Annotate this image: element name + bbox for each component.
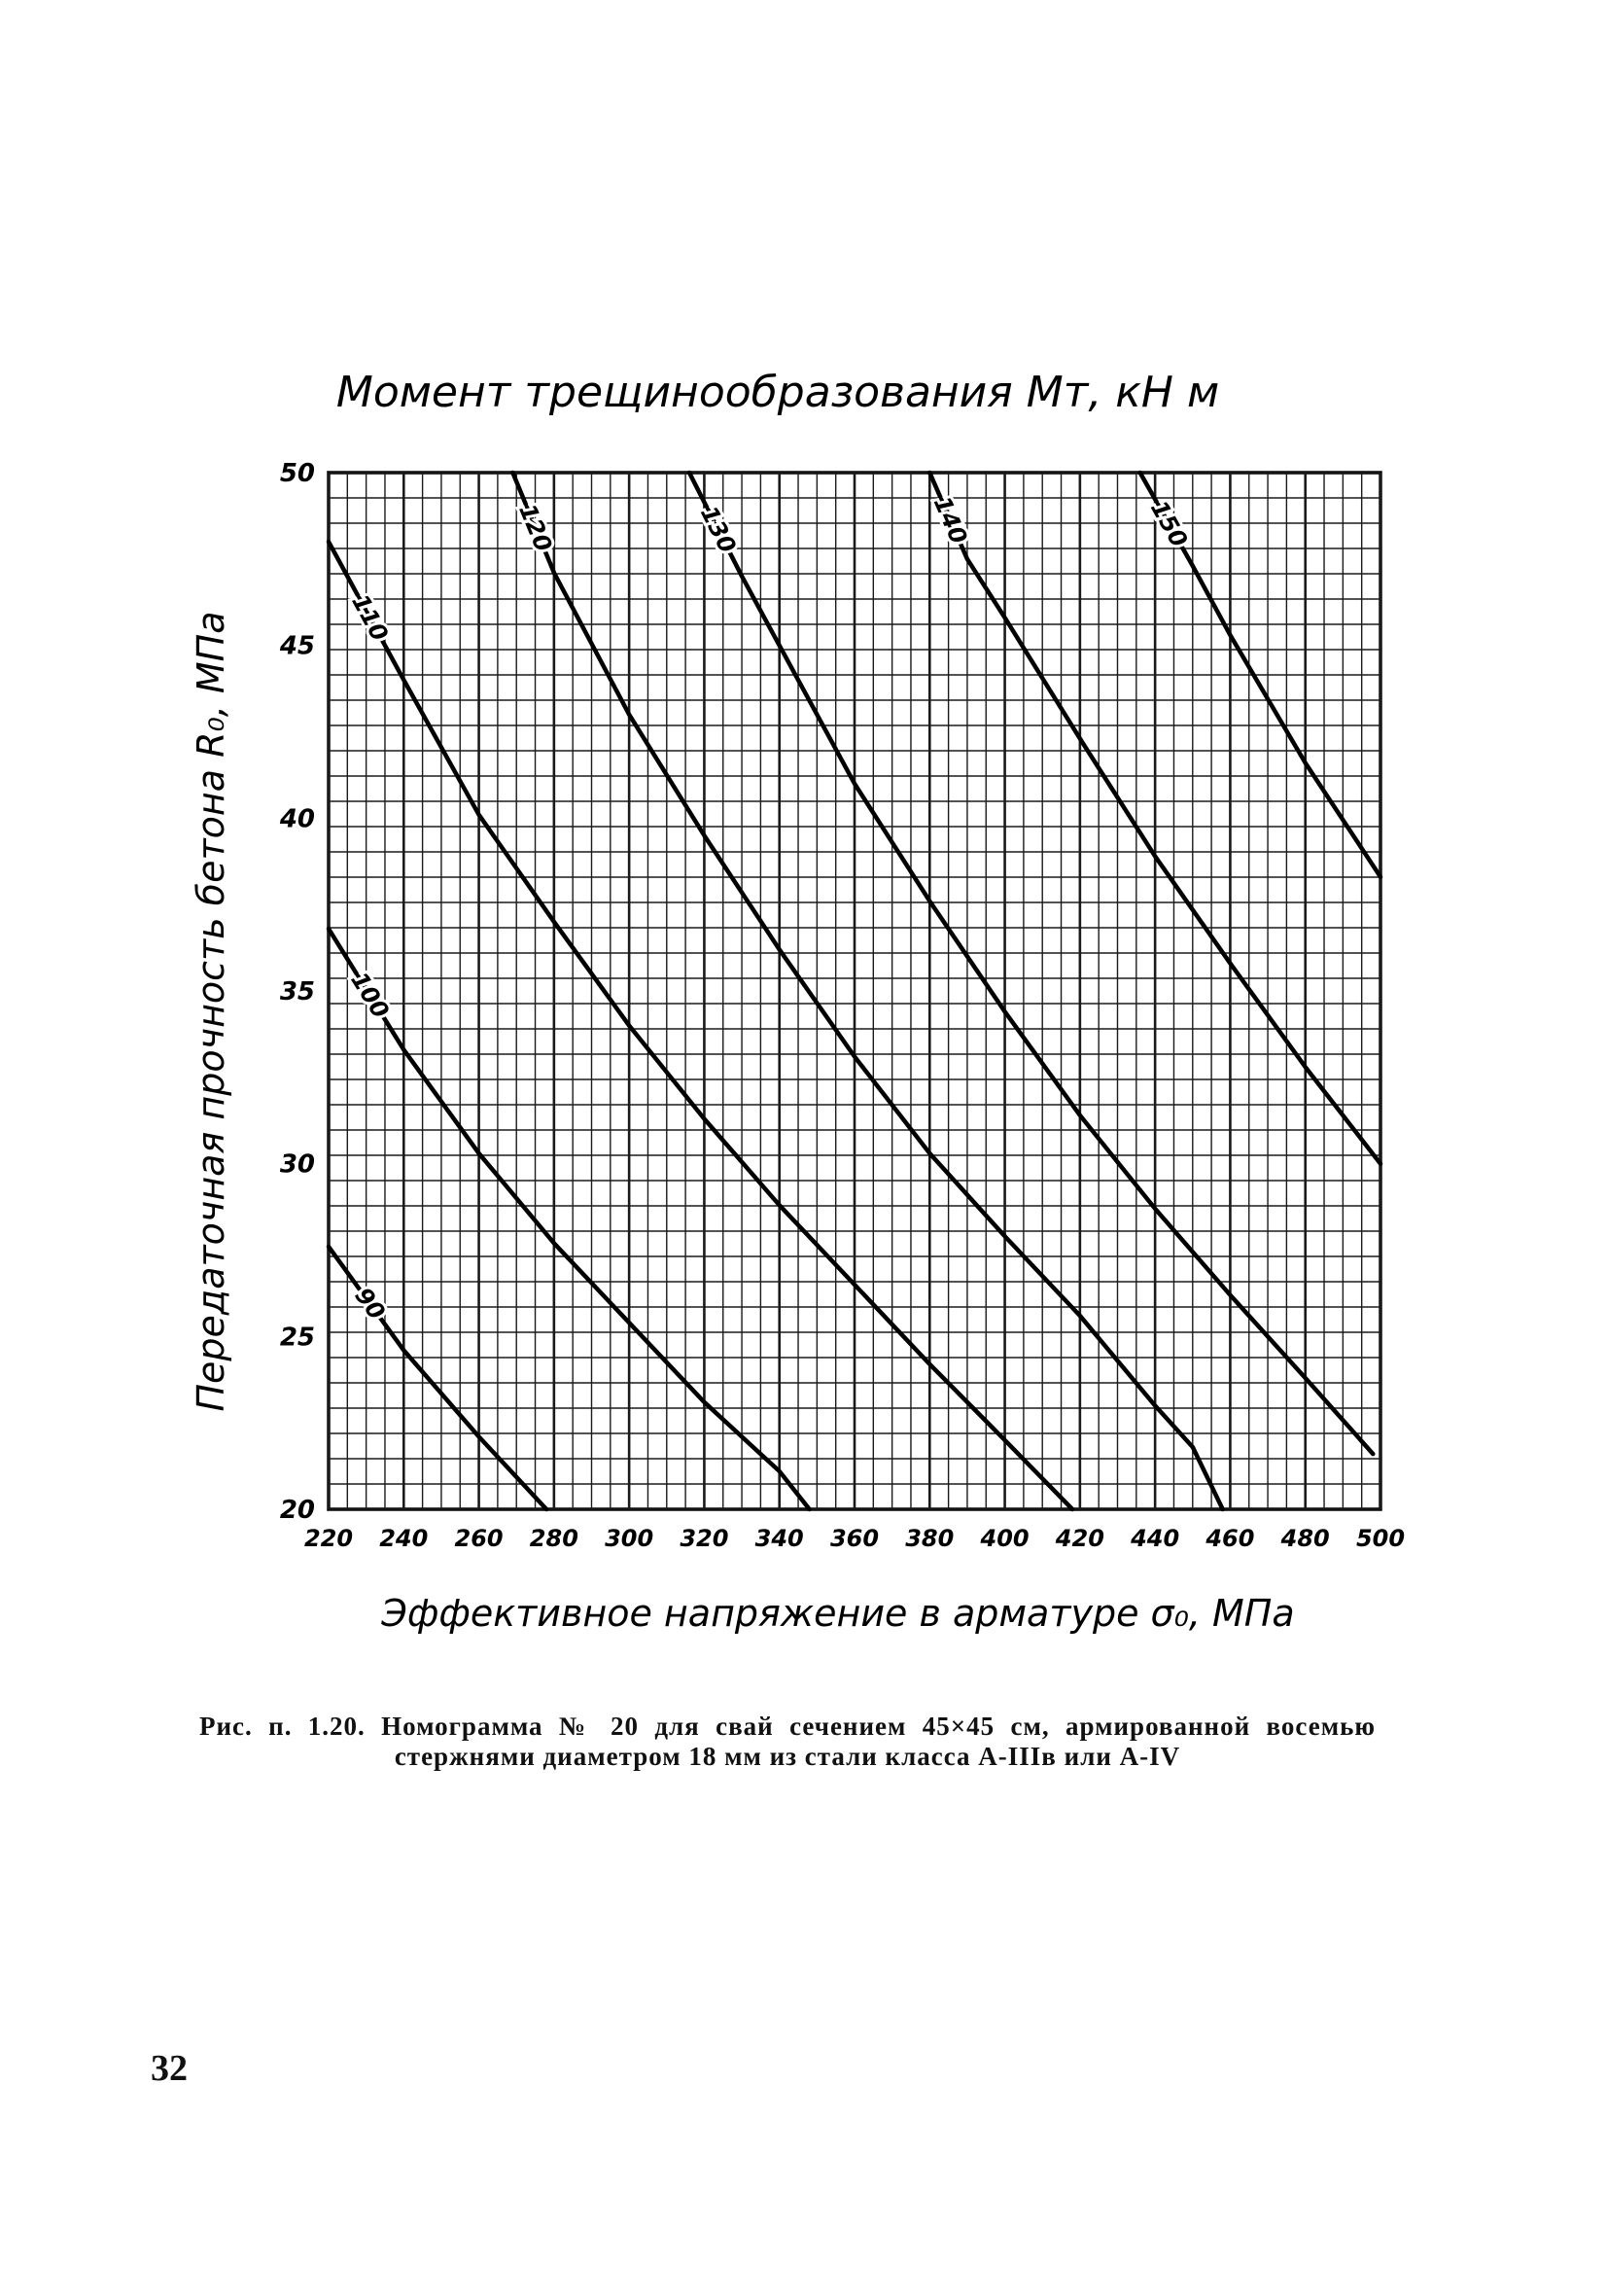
y-tick-label: 20 — [280, 1496, 315, 1525]
series-label-120: 120 — [513, 500, 557, 555]
grid — [327, 472, 1382, 1510]
x-axis-label: Эффективное напряжение в арматуре σ₀, МП… — [380, 1592, 1294, 1635]
y-tick-label: 50 — [280, 459, 315, 488]
page-number: 32 — [151, 2048, 188, 2089]
y-tick-label: 45 — [279, 632, 315, 661]
x-tick-label: 260 — [455, 1525, 504, 1552]
series-line-110 — [326, 539, 1075, 1512]
y-tick-label: 40 — [279, 804, 315, 833]
series-label-130: 130 — [695, 502, 742, 557]
series-label-140: 140 — [928, 492, 973, 548]
x-tick-label: 300 — [605, 1525, 653, 1552]
y-tick-label: 35 — [280, 977, 315, 1007]
x-tick-label: 420 — [1055, 1525, 1104, 1552]
y-axis-label: Передаточная прочность бетона R₀, МПа — [190, 611, 232, 1411]
series-line-140 — [927, 470, 1383, 1166]
x-tick-label: 440 — [1130, 1525, 1179, 1552]
series-line-90 — [326, 1244, 549, 1512]
series-line-120 — [510, 470, 1225, 1512]
x-tick-label: 500 — [1356, 1525, 1405, 1552]
x-tick-label: 380 — [905, 1525, 954, 1552]
x-tick-label: 320 — [680, 1525, 728, 1552]
figure-caption: Рис. п. 1.20. Номограмма № 20 для свай с… — [199, 1712, 1376, 1771]
series-line-150 — [1137, 470, 1383, 879]
series-label-100: 100 — [345, 968, 394, 1023]
y-tick-label: 25 — [280, 1323, 315, 1352]
series-line-100 — [326, 926, 812, 1512]
chart-title: Момент трещинообразования Мт, кН м — [336, 368, 1219, 417]
series-lines — [326, 470, 1383, 1512]
x-tick-label: 220 — [304, 1525, 353, 1552]
series-label-110: 110 — [346, 590, 394, 646]
x-tick-label: 400 — [980, 1525, 1030, 1552]
x-tick-label: 240 — [379, 1525, 428, 1552]
x-tick-label: 280 — [530, 1525, 578, 1552]
y-tick-label: 30 — [280, 1150, 315, 1180]
series-line-130 — [686, 470, 1376, 1457]
tick-labels: 220 240 260 280 300 320 340 360 380 400 420 440 460 4… — [279, 459, 1405, 1552]
x-tick-label: 460 — [1205, 1525, 1254, 1552]
x-tick-label: 480 — [1280, 1525, 1330, 1552]
series-label-150: 150 — [1145, 496, 1193, 551]
x-tick-label: 340 — [755, 1525, 804, 1552]
x-tick-label: 360 — [830, 1525, 879, 1552]
